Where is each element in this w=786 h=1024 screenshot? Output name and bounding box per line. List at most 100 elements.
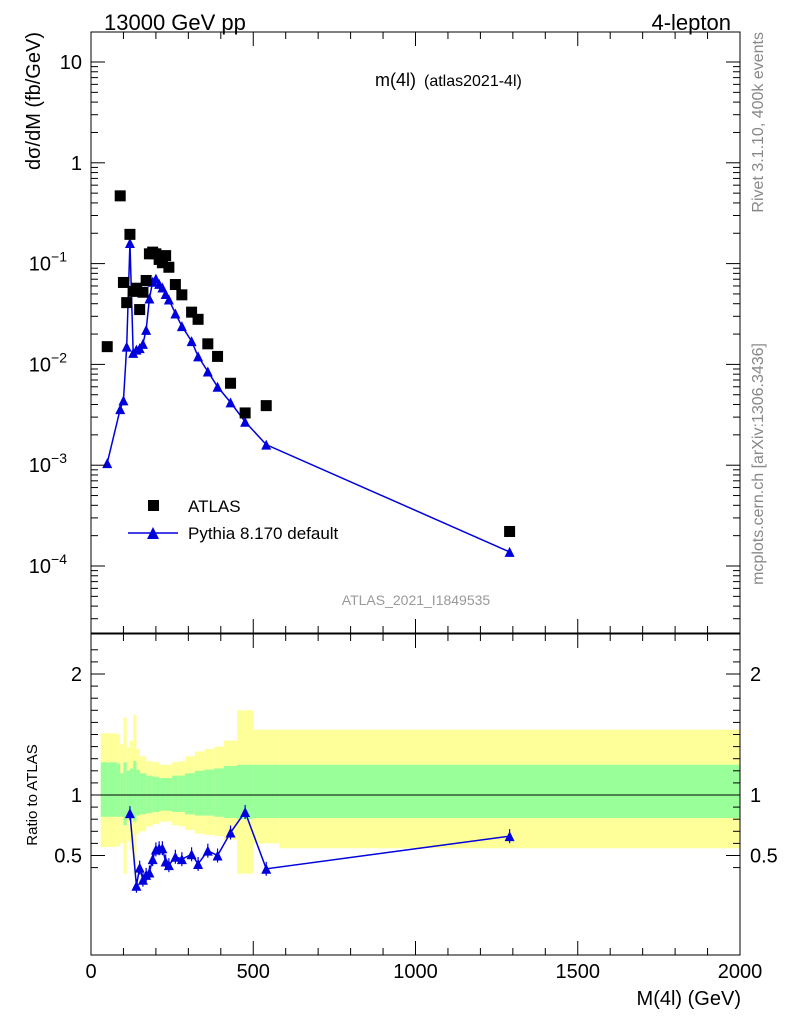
ratio-xtick-label: 1000 <box>393 961 438 983</box>
ratio-band-green <box>214 768 225 817</box>
pythia-point <box>193 351 204 362</box>
pythia-point <box>102 458 113 469</box>
ratio-pythia-point <box>163 860 174 871</box>
legend-pythia-label: Pythia 8.170 default <box>188 524 339 543</box>
atlas-point <box>225 377 237 389</box>
ratio-axes: 0.5 0.5 1 1 2 2 0 500 1000 1500 2000 <box>54 634 778 983</box>
analysis-id-label: ATLAS_2021_I1849535 <box>342 592 491 608</box>
ratio-pythia-point <box>170 851 181 862</box>
main-ytick-label: 10−3 <box>29 450 67 477</box>
ratio-band-green <box>204 769 215 816</box>
atlas-point <box>202 338 214 350</box>
atlas-point <box>260 400 272 412</box>
ratio-band-green <box>146 775 153 814</box>
pythia-point <box>176 321 187 332</box>
ratio-pythia-point <box>193 858 204 869</box>
ratio-band-green <box>136 769 140 816</box>
ratio-pythia-point <box>144 867 155 878</box>
ratio-ytick-label: 0.5 <box>54 846 82 868</box>
ratio-pythia-point <box>147 854 158 865</box>
atlas-point <box>140 274 152 286</box>
ratio-xlabel: M(4l) (GeV) <box>637 988 741 1010</box>
pythia-point <box>157 282 168 293</box>
ratio-xtick-label: 1500 <box>556 961 601 983</box>
atlas-point <box>114 190 126 202</box>
ratio-band-green <box>133 761 137 822</box>
main-data-layer <box>101 190 516 557</box>
ratio-pythia-point <box>124 808 135 819</box>
pythia-point <box>141 324 152 335</box>
ratio-frame <box>90 633 741 956</box>
ratio-pythia-point <box>240 806 251 817</box>
main-panel: 10 1 10−1 10−2 10−3 10−4 m(4l) (atlas2021-4l)… <box>23 31 741 634</box>
ratio-pythia-point <box>176 854 187 865</box>
ratio-ytick-label-right: 2 <box>750 664 761 686</box>
legend: ATLAS Pythia 8.170 default <box>128 497 339 543</box>
atlas-point <box>156 257 168 269</box>
pythia-point <box>170 308 181 319</box>
header-left: 13000 GeV pp <box>104 10 246 35</box>
ratio-pythia-point <box>131 880 142 891</box>
pythia-point <box>186 336 197 347</box>
plot-title-sub: (atlas2021-4l) <box>424 73 522 90</box>
atlas-point <box>212 350 224 362</box>
ratio-ylabel: Ratio to ATLAS <box>24 744 41 845</box>
pythia-point <box>212 381 223 392</box>
pythia-point <box>115 404 126 415</box>
atlas-point <box>160 250 172 262</box>
main-ytick-label: 10−2 <box>29 349 67 376</box>
ratio-band-green <box>123 762 127 826</box>
atlas-point <box>150 248 162 260</box>
atlas-point <box>186 306 198 318</box>
atlas-point <box>117 276 129 288</box>
pythia-point <box>144 293 155 304</box>
main-ytick-label: 1 <box>71 153 82 175</box>
pythia-line <box>106 243 510 553</box>
atlas-point <box>192 313 204 325</box>
legend-atlas-marker <box>148 500 159 511</box>
main-frame <box>90 31 741 634</box>
ratio-pythia-point <box>202 845 213 856</box>
ratio-xtick-label: 0 <box>85 961 96 983</box>
ratio-band-green <box>224 765 238 818</box>
atlas-point <box>504 525 516 537</box>
ratio-band-green <box>178 775 186 812</box>
atlas-point <box>239 407 251 419</box>
ratio-band-green <box>159 778 166 811</box>
ratio-band-green <box>185 773 195 815</box>
ratio-ytick-label-right: 1 <box>750 785 761 807</box>
pythia-point <box>118 395 129 406</box>
ratio-panel: 0.5 0.5 1 1 2 2 0 500 1000 1500 2000 Ratio to ATLA… <box>24 633 778 1010</box>
ratio-band-green <box>253 764 280 818</box>
ratio-band-green <box>152 776 160 812</box>
ratio-band-green <box>194 770 205 816</box>
pythia-point <box>504 546 515 557</box>
header-right: 4-lepton <box>651 10 731 35</box>
ratio-pythia-point <box>225 827 236 838</box>
main-ytick-label: 10−4 <box>29 551 67 578</box>
mcplots-label: mcplots.cern.ch [arXiv:1306.3436] <box>750 343 767 585</box>
atlas-point <box>137 286 149 298</box>
ratio-band-green <box>139 773 147 815</box>
plot-title-main: m(4l) <box>375 70 416 90</box>
ratio-band-green <box>237 764 254 820</box>
ratio-pythia-point <box>261 863 272 874</box>
legend-atlas-label: ATLAS <box>188 497 241 516</box>
ratio-pythia-point <box>157 843 168 854</box>
main-ylabel: dσ/dM (fb/GeV) <box>23 32 45 170</box>
pythia-point <box>124 238 135 249</box>
ratio-band-green <box>172 775 179 812</box>
atlas-point <box>101 341 113 353</box>
rivet-label: Rivet 3.1.10, 400k events <box>750 32 767 213</box>
atlas-point <box>121 297 133 309</box>
atlas-point <box>169 279 181 291</box>
main-axes: 10 1 10−1 10−2 10−3 10−4 <box>29 32 741 633</box>
main-ytick-label: 10 <box>60 52 82 74</box>
main-ytick-label: 10−1 <box>29 249 67 276</box>
ratio-band-green <box>279 764 740 818</box>
atlas-point <box>176 289 188 301</box>
pythia-point <box>261 439 272 450</box>
ratio-pythia-point <box>504 831 515 842</box>
atlas-point <box>134 304 146 316</box>
